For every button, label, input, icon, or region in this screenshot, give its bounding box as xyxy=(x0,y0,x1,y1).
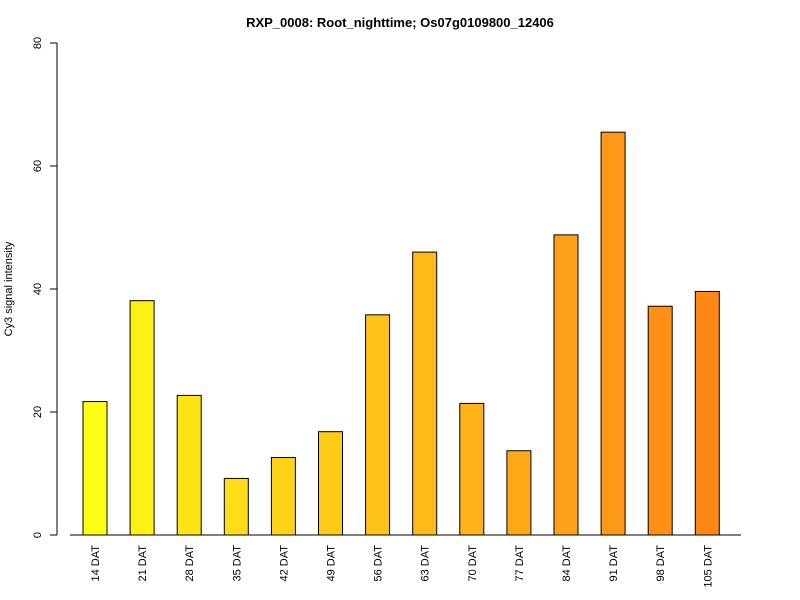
x-tick-label: 28 DAT xyxy=(184,545,196,582)
bar xyxy=(82,401,108,536)
x-tick-label: 105 DAT xyxy=(702,545,714,588)
x-tick-label: 84 DAT xyxy=(561,545,573,582)
bar xyxy=(129,300,155,536)
y-tick-label: 60 xyxy=(32,160,44,172)
x-tick-label: 70 DAT xyxy=(467,545,479,582)
x-tick-label: 56 DAT xyxy=(373,545,385,582)
bar xyxy=(600,131,626,536)
y-tick-label: 20 xyxy=(32,406,44,418)
bar xyxy=(223,477,249,536)
bar xyxy=(506,450,532,536)
x-tick-label: 35 DAT xyxy=(231,545,243,582)
x-tick-label: 42 DAT xyxy=(278,545,290,582)
y-tick-label: 80 xyxy=(32,37,44,49)
y-axis-label: Cy3 signal intensity xyxy=(3,241,15,336)
bar xyxy=(365,314,391,536)
bar xyxy=(270,457,296,536)
bar xyxy=(694,290,720,536)
x-tick-label: 14 DAT xyxy=(90,545,102,582)
bar xyxy=(176,394,202,536)
bar xyxy=(459,402,485,536)
x-tick-label: 21 DAT xyxy=(137,545,149,582)
x-tick-label: 98 DAT xyxy=(655,545,667,582)
bar xyxy=(553,234,579,536)
y-axis: 0 20 40 60 80 xyxy=(32,37,58,538)
bar xyxy=(412,251,438,536)
x-tick-label: 63 DAT xyxy=(420,545,432,582)
x-tick-label: 91 DAT xyxy=(608,545,620,582)
bars xyxy=(82,131,720,536)
y-tick-label: 0 xyxy=(32,532,44,538)
bar xyxy=(318,431,343,536)
chart-title: RXP_0008: Root_nighttime; Os07g0109800_1… xyxy=(246,15,554,30)
x-tick-label: 77 DAT xyxy=(514,545,526,582)
bar xyxy=(647,305,673,536)
category-labels: 14 DAT 21 DAT 28 DAT 35 DAT 42 DAT 49 DAT 56 D… xyxy=(90,545,714,588)
y-tick-label: 40 xyxy=(32,283,44,295)
x-tick-label: 49 DAT xyxy=(326,545,338,582)
